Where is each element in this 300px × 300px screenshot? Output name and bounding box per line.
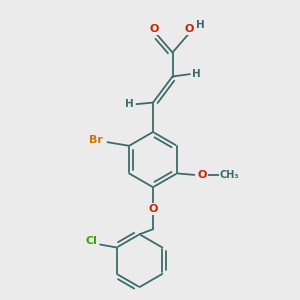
Text: O: O bbox=[198, 170, 207, 180]
Text: H: H bbox=[196, 20, 205, 31]
Text: H: H bbox=[125, 99, 134, 109]
Text: O: O bbox=[185, 24, 194, 34]
Text: O: O bbox=[149, 204, 158, 214]
Text: O: O bbox=[150, 24, 159, 34]
Text: H: H bbox=[192, 69, 201, 79]
Text: Br: Br bbox=[89, 135, 103, 145]
Text: CH₃: CH₃ bbox=[220, 170, 239, 180]
Text: Cl: Cl bbox=[85, 236, 97, 247]
